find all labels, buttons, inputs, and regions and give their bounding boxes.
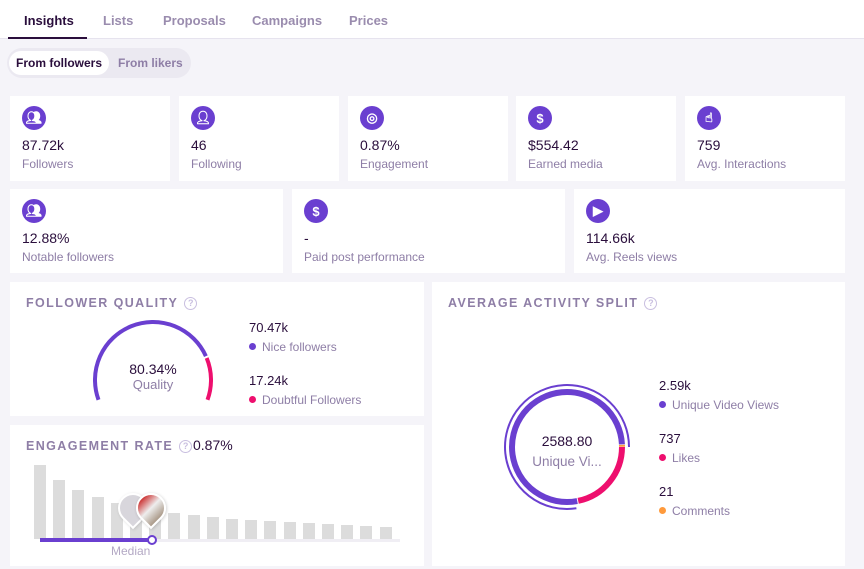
- legend-nice: Nice followers: [249, 340, 337, 354]
- active-tab-indicator: [8, 37, 87, 39]
- from-likers-option[interactable]: From likers: [118, 56, 183, 70]
- stat-label: Earned media: [528, 157, 603, 171]
- tab-bar: Insights Lists Proposals Campaigns Price…: [0, 0, 864, 39]
- tab-prices[interactable]: Prices: [349, 13, 389, 28]
- legend-value: 17.24k: [249, 373, 289, 388]
- donut-video-views-segment: [509, 389, 625, 505]
- distribution-bar: [187, 515, 200, 539]
- legend-value: 2.59k: [659, 378, 691, 393]
- stat-label: Paid post performance: [304, 250, 425, 264]
- legend-doubtful: Doubtful Followers: [249, 393, 361, 407]
- stat-label: Engagement: [360, 157, 429, 171]
- dollar-icon: $: [304, 199, 328, 223]
- gauge-nice-arc: [93, 320, 208, 401]
- stat-value: 46: [191, 137, 207, 153]
- stat-card-reels-views: ▶ 114.66k Avg. Reels views: [574, 189, 845, 273]
- legend-likes: Likes: [659, 451, 700, 465]
- stat-value: 114.66k: [586, 230, 635, 246]
- distribution-bar: [226, 519, 238, 539]
- engagement-rate-card: ENGAGEMENT RATE? 0.87% Median: [10, 425, 424, 566]
- follower-quality-card: FOLLOWER QUALITY? 80.34% Quality 70.47k …: [10, 282, 424, 416]
- donut-center-label: Unique Vi...: [532, 454, 602, 469]
- stat-value: 0.87%: [360, 137, 400, 153]
- activity-donut: [504, 384, 630, 510]
- legend-comments: Comments: [659, 504, 730, 518]
- stat-card-earned-media: $ $554.42 Earned media: [516, 96, 676, 181]
- users-icon: 👥︎: [22, 199, 46, 223]
- tab-lists[interactable]: Lists: [103, 13, 134, 28]
- stat-label: Avg. Reels views: [586, 250, 678, 264]
- quality-value: 80.34%: [129, 361, 177, 377]
- stat-label: Notable followers: [22, 250, 115, 264]
- donut-likes-segment: [577, 446, 625, 504]
- activity-split-card: AVERAGE ACTIVITY SPLIT? 2588.80 Unique V…: [432, 282, 845, 566]
- distribution-bar: [245, 520, 258, 539]
- quality-label: Quality: [132, 377, 174, 392]
- help-icon[interactable]: ?: [644, 297, 658, 310]
- users-icon: 👥︎: [22, 106, 46, 130]
- donut-center-value: 2588.80: [541, 433, 593, 449]
- median-label: Median: [111, 544, 151, 558]
- distribution-bar: [322, 524, 334, 539]
- stat-label: Following: [191, 157, 242, 171]
- tab-insights[interactable]: Insights: [24, 13, 74, 28]
- play-icon: ▶: [586, 199, 610, 223]
- stat-card-following: 👤︎ 46 Following: [179, 96, 339, 181]
- gauge-doubtful-arc: [204, 357, 213, 401]
- user-following-icon: 👤︎: [191, 106, 215, 130]
- audience-toggle: From followers From likers: [7, 48, 191, 78]
- from-followers-option[interactable]: From followers: [9, 51, 110, 75]
- distribution-bar: [206, 517, 219, 539]
- legend-value: 70.47k: [249, 320, 289, 335]
- stat-card-followers: 👥︎ 87.72k Followers: [10, 96, 170, 181]
- rate-track: [40, 539, 400, 542]
- stat-card-notable-followers: 👥︎ 12.88% Notable followers: [10, 189, 283, 273]
- section-title: ENGAGEMENT RATE?: [26, 439, 193, 453]
- distribution-bar: [72, 490, 85, 539]
- help-icon[interactable]: ?: [184, 297, 198, 310]
- hand-pointer-icon: ☝︎: [697, 106, 721, 130]
- stat-label: Followers: [22, 157, 74, 171]
- stat-value: 759: [697, 137, 721, 153]
- distribution-bar: [360, 526, 373, 539]
- distribution-bar: [302, 523, 315, 539]
- legend-video-views: Unique Video Views: [659, 398, 779, 412]
- distribution-bar: [379, 527, 392, 539]
- stat-value: 87.72k: [22, 137, 65, 153]
- section-title: AVERAGE ACTIVITY SPLIT?: [448, 296, 658, 310]
- distribution-bar: [283, 522, 296, 539]
- quality-gauge: [93, 320, 213, 401]
- distribution-bar: [264, 521, 277, 539]
- distribution-bar: [341, 525, 354, 539]
- legend-value: 21: [659, 484, 674, 499]
- tab-campaigns[interactable]: Campaigns: [252, 13, 323, 28]
- legend-value: 737: [659, 431, 681, 446]
- stat-value: 12.88%: [22, 230, 70, 246]
- stat-value: $554.42: [528, 137, 579, 153]
- stat-label: Avg. Interactions: [697, 157, 787, 171]
- target-icon: ◎: [360, 106, 384, 130]
- distribution-bar: [53, 480, 66, 539]
- stat-card-avg-interactions: ☝︎ 759 Avg. Interactions: [685, 96, 845, 181]
- engagement-rate-value: 0.87%: [193, 437, 233, 453]
- section-title: FOLLOWER QUALITY?: [26, 296, 198, 310]
- stat-card-engagement: ◎ 0.87% Engagement: [348, 96, 508, 181]
- distribution-bar: [34, 465, 46, 539]
- distribution-bar: [168, 513, 181, 539]
- stat-card-paid-post: $ - Paid post performance: [292, 189, 565, 273]
- median-fill: [40, 538, 152, 542]
- stat-value: -: [304, 230, 309, 246]
- donut-highlight-ring: [504, 384, 630, 510]
- distribution-bar: [91, 497, 104, 539]
- dollar-icon: $: [528, 106, 552, 130]
- median-marker: [147, 535, 157, 545]
- help-icon[interactable]: ?: [179, 440, 193, 453]
- tab-proposals[interactable]: Proposals: [163, 13, 226, 28]
